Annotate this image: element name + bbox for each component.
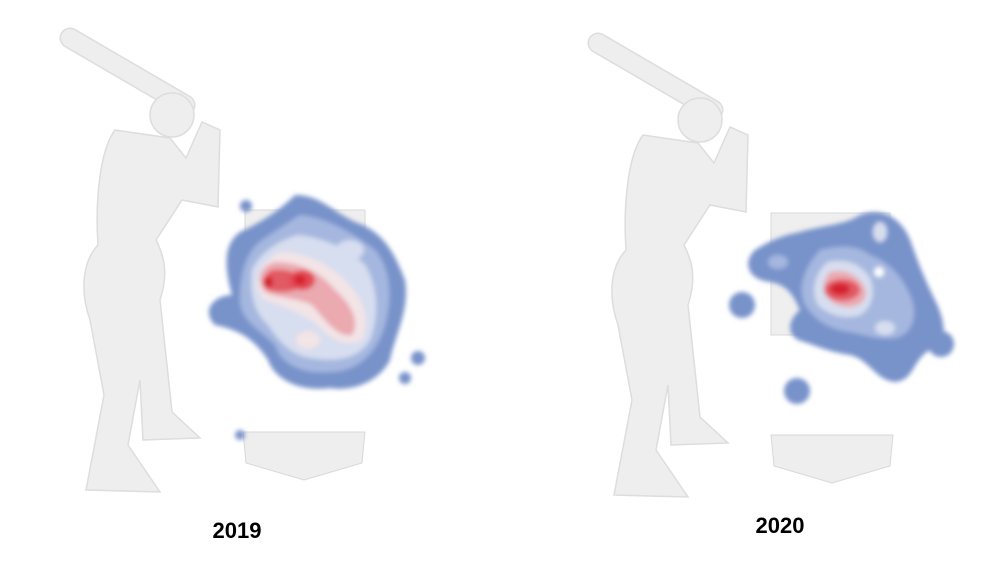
home-plate xyxy=(242,431,366,481)
year-label: 2019 xyxy=(213,518,262,543)
panel-2020: 2020 xyxy=(598,43,954,538)
batter-silhouette xyxy=(598,43,748,497)
heatmap xyxy=(729,212,954,404)
year-label: 2020 xyxy=(756,513,805,538)
batter-silhouette xyxy=(70,38,220,492)
panel-2019: 2019 xyxy=(70,38,425,543)
home-plate xyxy=(770,434,894,484)
heatmap xyxy=(208,195,425,440)
